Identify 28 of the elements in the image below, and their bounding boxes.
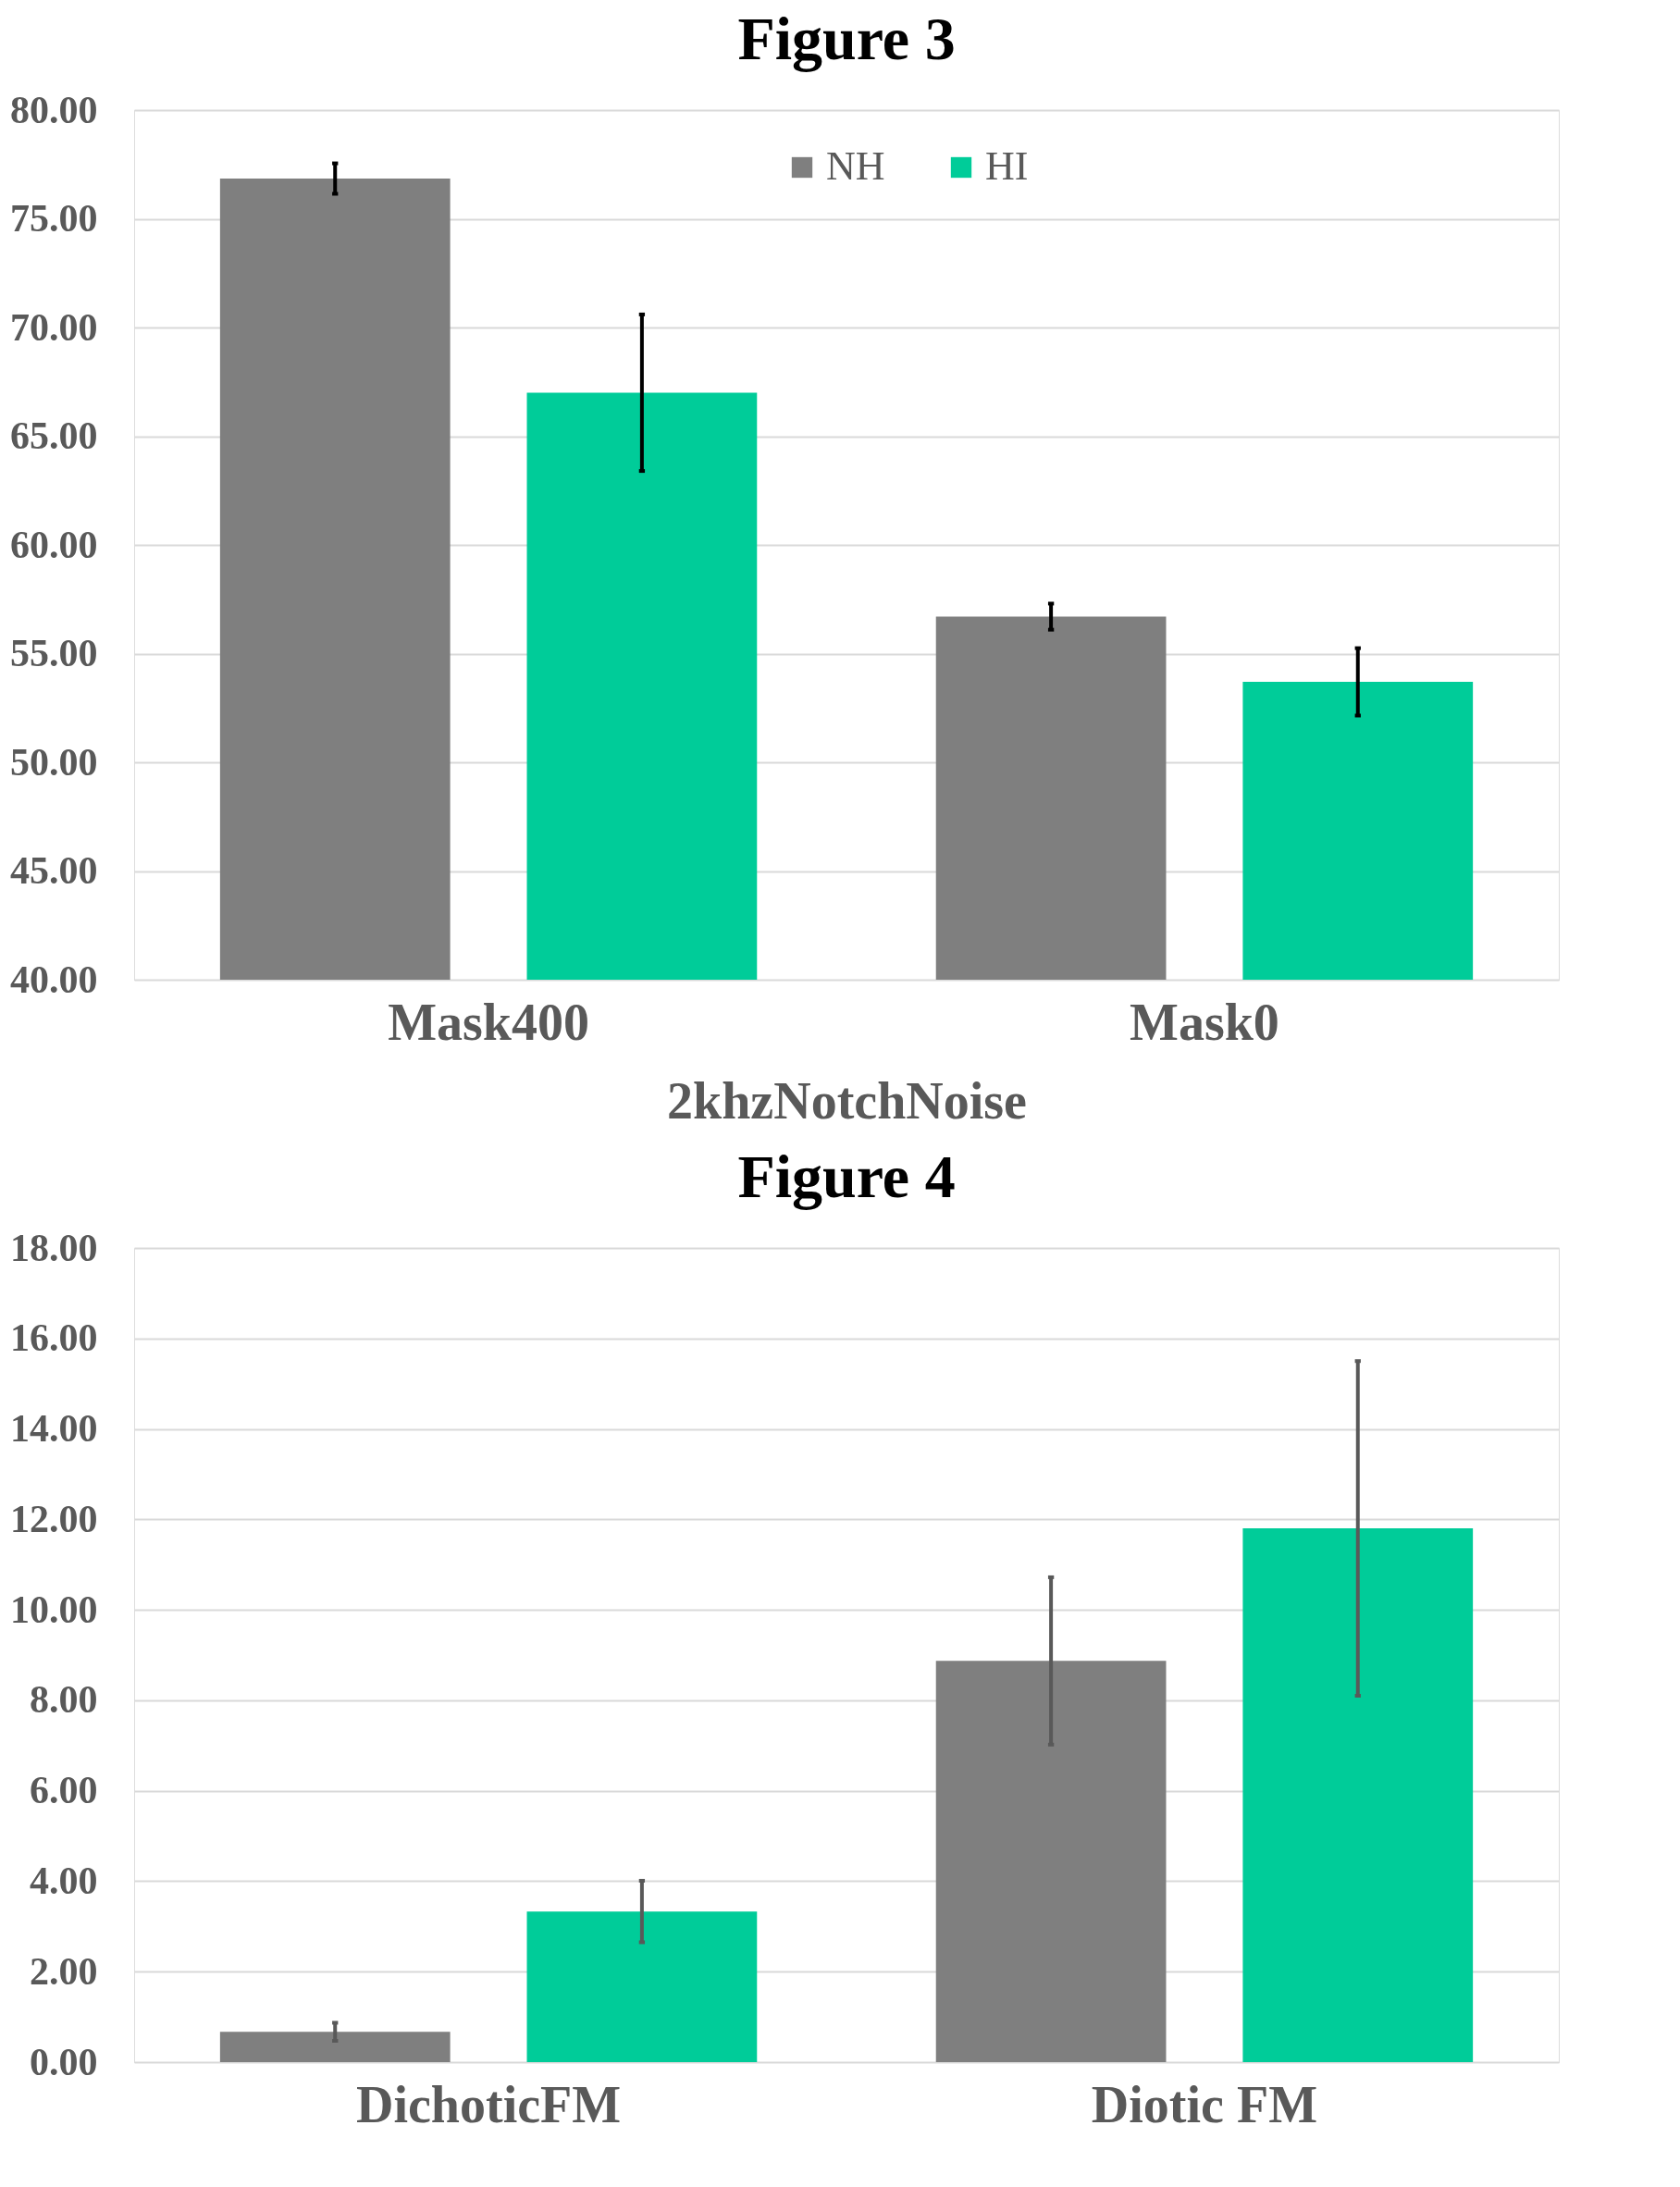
y-tick-label: 50.00: [10, 740, 98, 784]
y-tick-label: 55.00: [10, 632, 98, 674]
y-tick-label: 60.00: [10, 523, 98, 566]
y-tick-label: 40.00: [10, 958, 98, 1001]
y-tick-label: 18.00: [10, 1226, 98, 1269]
legend-label: NH: [826, 143, 885, 189]
legend-label: HI: [985, 143, 1029, 189]
y-tick-label: 80.00: [10, 88, 98, 131]
y-tick-label: 75.00: [10, 197, 98, 240]
x-tick-label: Diotic FM: [1091, 2075, 1317, 2133]
y-tick-label: 10.00: [10, 1588, 98, 1631]
x-axis-title: 2khzNotchNoise: [667, 1071, 1027, 1130]
y-tick-label: 70.00: [10, 305, 98, 349]
x-tick-label: Mask0: [1130, 993, 1279, 1051]
y-tick-label: 2.00: [30, 1949, 98, 1993]
y-tick-label: 4.00: [30, 1859, 98, 1902]
y-tick-label: 14.00: [10, 1407, 98, 1451]
y-tick-label: 0.00: [30, 2040, 98, 2083]
chart-title: Figure 3: [737, 5, 956, 72]
x-tick-label: DichoticFM: [356, 2075, 622, 2133]
x-tick-label: Mask400: [388, 993, 589, 1051]
y-tick-label: 16.00: [10, 1316, 98, 1360]
chart-title: Figure 4: [737, 1143, 956, 1210]
y-tick-label: 65.00: [10, 414, 98, 457]
y-tick-label: 12.00: [10, 1497, 98, 1540]
y-tick-label: 45.00: [10, 849, 98, 892]
y-tick-label: 8.00: [30, 1678, 98, 1722]
y-tick-label: 6.00: [30, 1769, 98, 1812]
